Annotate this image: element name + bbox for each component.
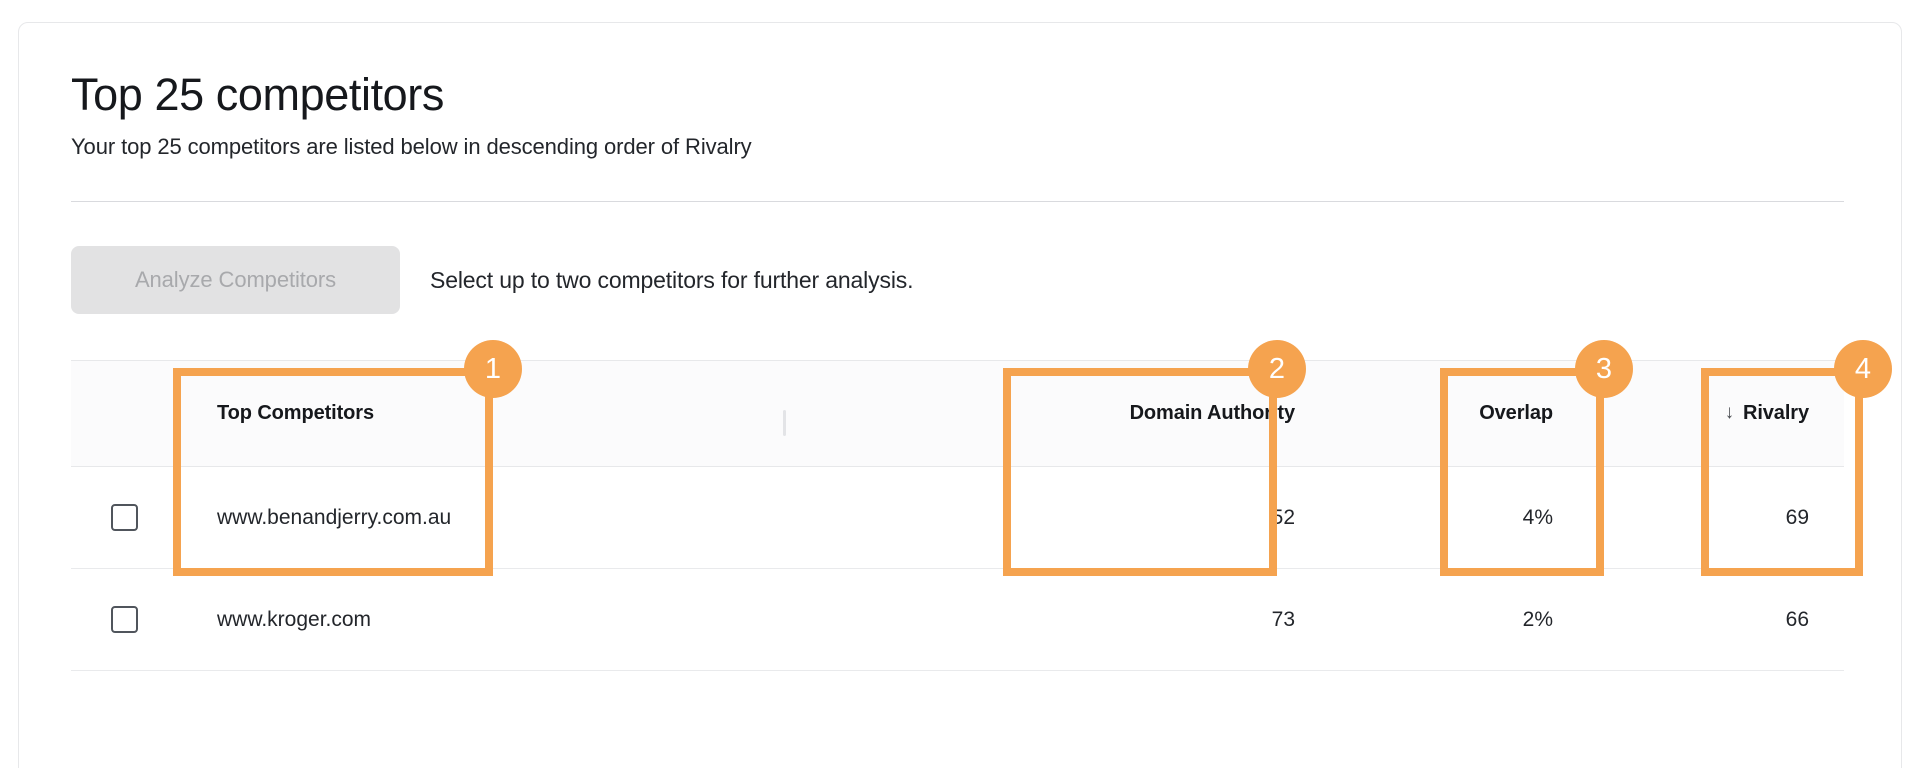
cell-domain-authority: 73 [934, 568, 1330, 672]
row-checkbox[interactable] [111, 504, 138, 532]
column-header-rivalry[interactable]: ↓ Rivalry [1588, 360, 1844, 468]
page-subtitle: Your top 25 competitors are listed below… [71, 134, 752, 160]
table-row[interactable]: www.kroger.com 73 2% 66 [71, 568, 1844, 672]
table-body: www.benandjerry.com.au 52 4% 69 www.krog… [71, 466, 1844, 672]
column-header-overlap[interactable]: Overlap [1330, 360, 1588, 468]
card-content: Top 25 competitors Your top 25 competito… [19, 23, 1901, 672]
column-header-select [71, 360, 189, 468]
cell-site: www.kroger.com [189, 568, 934, 672]
action-bar: Analyze Competitors Select up to two com… [71, 246, 1849, 315]
analyze-competitors-button[interactable]: Analyze Competitors [71, 246, 400, 315]
cell-overlap: 2% [1330, 568, 1588, 672]
table-row[interactable]: www.benandjerry.com.au 52 4% 69 [71, 466, 1844, 570]
cell-domain-authority: 52 [934, 466, 1330, 570]
cell-rivalry: 66 [1588, 568, 1844, 672]
column-header-domain-authority[interactable]: Domain Authority [934, 360, 1330, 468]
competitors-card: Top 25 competitors Your top 25 competito… [18, 22, 1902, 768]
competitors-table: Top Competitors Domain Authority Overlap… [71, 360, 1844, 672]
sort-descending-arrow-icon: ↓ [1724, 402, 1735, 424]
row-select-cell [71, 568, 189, 672]
cell-site: www.benandjerry.com.au [189, 466, 934, 570]
table-header: Top Competitors Domain Authority Overlap… [71, 360, 1844, 468]
row-checkbox[interactable] [111, 606, 138, 634]
column-header-rivalry-label: Rivalry [1742, 402, 1809, 425]
cell-rivalry: 69 [1588, 466, 1844, 570]
competitors-table-wrap: Top Competitors Domain Authority Overlap… [71, 340, 1892, 672]
page-title: Top 25 competitors [71, 69, 444, 120]
table-header-row: Top Competitors Domain Authority Overlap… [71, 360, 1844, 468]
header-divider [71, 201, 1844, 203]
column-header-top-competitors[interactable]: Top Competitors [189, 360, 934, 468]
row-select-cell [71, 466, 189, 570]
selection-hint-text: Select up to two competitors for further… [430, 266, 914, 293]
cell-overlap: 4% [1330, 466, 1588, 570]
